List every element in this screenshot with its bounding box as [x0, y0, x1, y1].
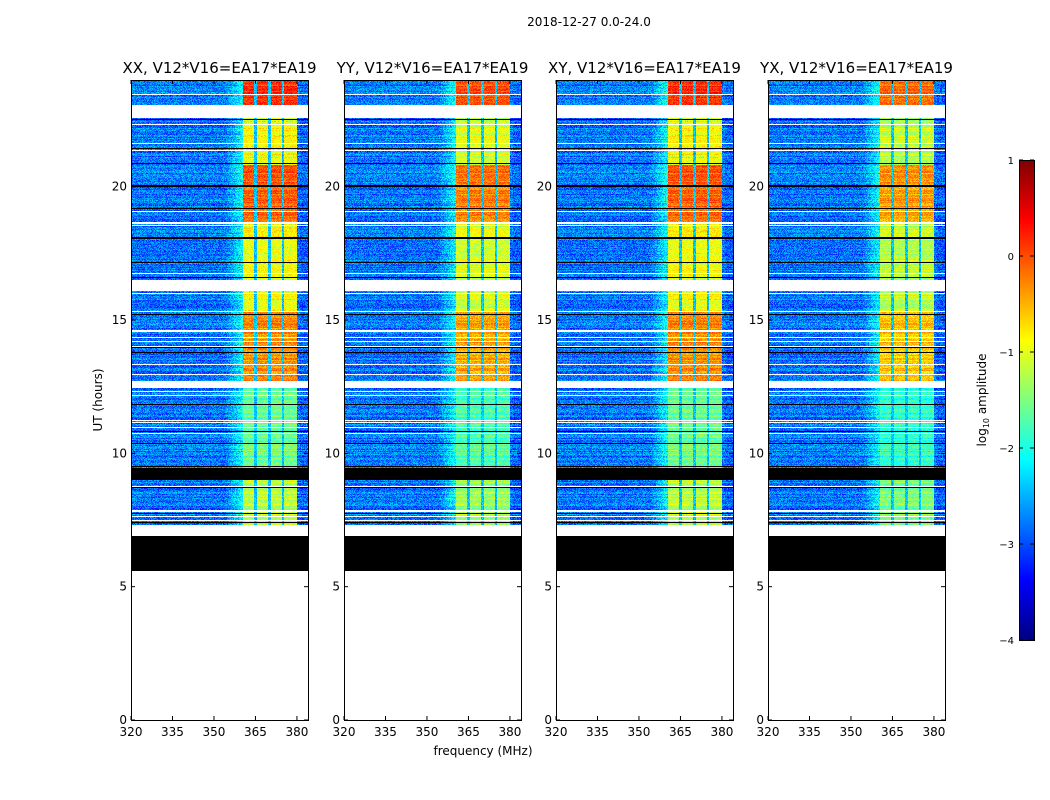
x-tick-label: 380: [922, 725, 945, 739]
x-tick-label: 350: [840, 725, 863, 739]
x-tick-label: 380: [285, 725, 308, 739]
panel-title: XY, V12*V16=EA17*EA19: [548, 59, 741, 77]
y-tick-label: 0: [756, 713, 764, 727]
colorbar: [1019, 160, 1034, 640]
panel-frame: [556, 80, 734, 721]
x-tick-label: 335: [586, 725, 609, 739]
y-tick-label: 10: [537, 446, 552, 460]
x-tick-label: 320: [120, 725, 143, 739]
colorbar-tick-label: −1: [999, 348, 1014, 359]
panel-title: YX, V12*V16=EA17*EA19: [759, 59, 953, 77]
heatmap-panel-xy: [556, 80, 733, 720]
y-tick-label: 15: [112, 313, 127, 327]
panel-title: YY, V12*V16=EA17*EA19: [336, 59, 529, 77]
x-tick-label: 365: [244, 725, 267, 739]
x-tick-label: 350: [203, 725, 226, 739]
x-tick-label: 380: [498, 725, 521, 739]
y-tick-label: 15: [537, 313, 552, 327]
x-tick-label: 335: [798, 725, 821, 739]
x-tick-label: 365: [881, 725, 904, 739]
colorbar-tick-label: −4: [999, 636, 1014, 647]
y-tick-label: 5: [119, 580, 127, 594]
colorbar-label-part: log: [975, 428, 989, 446]
colorbar-tick-label: 1: [1008, 156, 1014, 167]
colorbar-label: log10 amplitude: [975, 354, 991, 447]
heatmap-panel-xx: [131, 80, 308, 720]
y-tick-label: 20: [112, 180, 127, 194]
y-tick-label: 15: [749, 313, 764, 327]
x-tick-label: 335: [161, 725, 184, 739]
panel-frame: [768, 80, 946, 721]
colorbar-tick-label: −2: [999, 444, 1014, 455]
y-tick-label: 0: [332, 713, 340, 727]
y-axis-label: UT (hours): [91, 368, 105, 431]
x-axis-label: frequency (MHz): [433, 744, 532, 758]
y-tick-label: 5: [544, 580, 552, 594]
y-tick-label: 15: [325, 313, 340, 327]
x-tick-label: 320: [333, 725, 356, 739]
colorbar-frame: [1019, 160, 1035, 641]
heatmap-panel-yx: [768, 80, 945, 720]
y-tick-label: 20: [537, 180, 552, 194]
x-tick-label: 380: [710, 725, 733, 739]
y-tick-label: 20: [749, 180, 764, 194]
y-tick-label: 10: [325, 446, 340, 460]
colorbar-tick-label: −3: [999, 540, 1014, 551]
panel-title: XX, V12*V16=EA17*EA19: [122, 59, 316, 77]
x-tick-label: 350: [416, 725, 439, 739]
y-tick-label: 10: [749, 446, 764, 460]
y-tick-label: 0: [544, 713, 552, 727]
x-tick-label: 350: [628, 725, 651, 739]
panel-frame: [131, 80, 309, 721]
x-tick-label: 320: [757, 725, 780, 739]
y-tick-label: 0: [119, 713, 127, 727]
colorbar-tick-label: 0: [1008, 252, 1014, 263]
y-tick-label: 20: [325, 180, 340, 194]
y-tick-label: 10: [112, 446, 127, 460]
x-tick-label: 365: [669, 725, 692, 739]
x-tick-label: 320: [545, 725, 568, 739]
y-tick-label: 5: [332, 580, 340, 594]
figure-suptitle: 2018-12-27 0.0-24.0: [527, 15, 651, 29]
x-tick-label: 365: [457, 725, 480, 739]
heatmap-panel-yy: [344, 80, 521, 720]
colorbar-label-part: 10: [982, 418, 991, 428]
panel-frame: [344, 80, 522, 721]
x-tick-label: 335: [374, 725, 397, 739]
y-tick-label: 5: [756, 580, 764, 594]
colorbar-label-part: amplitude: [975, 354, 989, 418]
